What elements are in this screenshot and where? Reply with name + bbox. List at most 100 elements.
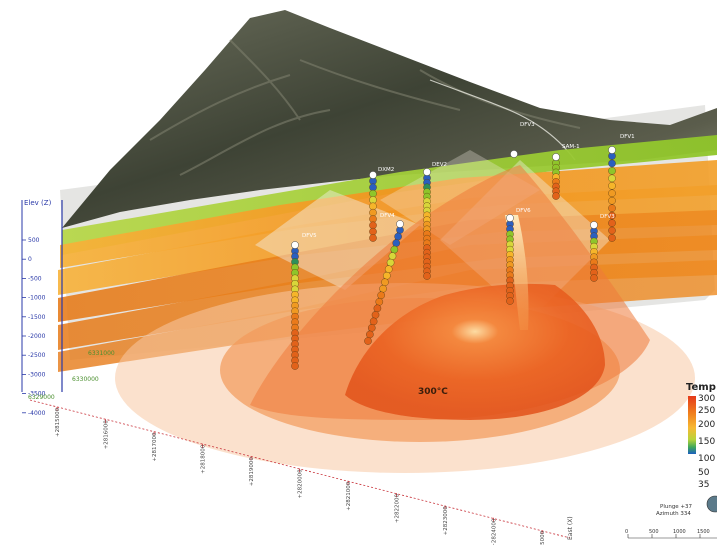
well-dfv3-9[interactable]: DFV3 <box>590 214 615 282</box>
easting-tick-label: +2821000 <box>346 481 352 511</box>
well-dev2-3[interactable]: DEV2 <box>423 162 447 280</box>
well-sample-marker <box>388 252 397 260</box>
well-sample-marker <box>608 182 616 190</box>
well-sample-marker <box>375 298 384 306</box>
northing-label-6330000: 6330000 <box>72 376 99 383</box>
scale-tick-label: 1000 <box>673 529 686 535</box>
well-dfv6-7[interactable]: DFV6 <box>506 208 531 305</box>
easting-tick-label: +2824000 <box>492 518 498 545</box>
wellhead-marker <box>369 171 377 179</box>
well-sample-marker <box>394 232 402 241</box>
elevation-tick-label: -500 <box>28 275 42 282</box>
well-sample-marker <box>392 239 401 247</box>
well-sample-marker <box>552 192 560 200</box>
legend-value: 150 <box>698 437 715 447</box>
well-sample-marker <box>377 291 385 300</box>
well-sample-marker <box>369 183 377 192</box>
easting-tick-label: +2822000 <box>395 493 401 523</box>
wellhead-marker <box>590 221 598 229</box>
easting-tick-label: +2815000 <box>55 407 61 437</box>
well-label: DXM2 <box>378 167 394 173</box>
legend-value: 35 <box>698 480 709 490</box>
well-sam-1-8[interactable]: SAM-1 <box>552 144 580 200</box>
well-sample-marker <box>608 211 616 220</box>
terrain-road <box>429 79 576 161</box>
well-sample-marker <box>390 245 399 254</box>
well-sample-marker <box>590 274 598 282</box>
well-label: DFV5 <box>302 233 317 239</box>
well-sample-marker <box>608 196 616 205</box>
elevation-tick-label: -2500 <box>28 352 46 359</box>
well-dfv4-5[interactable]: DFV4 <box>364 213 404 345</box>
wellhead-marker <box>291 241 299 249</box>
legend-value: 300 <box>698 394 715 404</box>
elevation-tick-label: -4000 <box>28 410 46 417</box>
well-label: DFV1 <box>620 134 635 140</box>
easting-tick-label: +2819000 <box>249 457 255 487</box>
azimuth-text: Azimuth 334 <box>656 511 691 517</box>
well-sample-marker <box>369 221 377 230</box>
compass-icon[interactable] <box>706 495 717 513</box>
easting-axis-title: East (X) <box>567 516 574 540</box>
scale-tick-label: 500 <box>649 529 659 535</box>
easting-axis: +2815000 +2816000 +2817000 +2818000 +2819000… <box>29 399 574 545</box>
northing-labels: 6331000 6330000 6329000 <box>28 350 115 401</box>
well-sample-marker <box>373 304 382 313</box>
well-sample-marker <box>608 174 616 183</box>
elevation-axis: Elev (Z) 500 0 -500 -1000 -1500 -2000 -2500 -30… <box>21 199 63 417</box>
well-sample-marker <box>369 227 377 236</box>
scale-tick-label: 1500 <box>697 529 710 535</box>
wellhead-marker <box>506 214 514 222</box>
well-sample-marker <box>371 311 380 319</box>
well-sample-marker <box>423 272 431 280</box>
well-sample-marker <box>369 202 377 211</box>
legend-color-bar <box>688 396 696 454</box>
easting-tick-label: +2817000 <box>152 432 158 462</box>
well-sample-marker <box>369 208 377 217</box>
legend-value: 50 <box>698 468 710 478</box>
well-dfv5-6[interactable]: DFV5 <box>291 233 317 370</box>
wellhead-marker <box>396 220 404 228</box>
northing-label-6331000: 6331000 <box>88 350 115 357</box>
well-dxm2-4[interactable]: DXM2 <box>369 167 394 242</box>
elevation-tick-label: -1000 <box>28 295 46 302</box>
legend-value: 100 <box>698 454 715 464</box>
wellhead-marker <box>510 150 518 158</box>
elevation-tick-label: 500 <box>28 237 40 244</box>
well-dfv1-1[interactable]: DFV1 <box>608 134 635 242</box>
terrain-ridges <box>149 39 581 176</box>
elevation-tick-label: 0 <box>28 256 32 263</box>
well-sample-marker <box>367 324 376 332</box>
well-sample-marker <box>369 215 377 223</box>
isotherm-label: 300°C <box>418 387 448 397</box>
well-sample-marker <box>608 167 616 175</box>
well-sample-marker <box>364 337 372 345</box>
easting-tick-label: +2820000 <box>298 469 304 499</box>
terrain-surface <box>62 10 717 228</box>
well-dfv3-2[interactable]: DFV3 <box>510 122 535 158</box>
easting-tick-label: +2825000 <box>540 530 546 545</box>
elevation-tick-label: -3500 <box>28 391 46 398</box>
heat-core <box>345 283 605 420</box>
well-sample-marker <box>369 317 378 326</box>
well-sample-marker <box>369 196 377 204</box>
well-sample-marker <box>379 284 387 293</box>
well-sample-marker <box>291 362 299 370</box>
well-sample-marker <box>366 330 374 339</box>
elevation-tick-label: -1500 <box>28 314 46 321</box>
well-sample-marker <box>608 159 616 168</box>
well-sample-marker <box>608 234 616 242</box>
well-label: DFV3 <box>520 122 535 128</box>
well-sample-marker <box>369 189 377 198</box>
wellhead-marker <box>552 153 560 161</box>
legend-title: Temp <box>686 382 716 393</box>
temperature-legend: Temp 300 250 200 150 100 50 35 <box>686 382 716 490</box>
wellhead-marker <box>608 146 616 154</box>
well-sample-marker <box>608 189 616 198</box>
well-label: SAM-1 <box>562 144 580 150</box>
well-label: DFV3 <box>600 214 615 220</box>
scale-tick-label: 0 <box>625 529 628 535</box>
well-sample-marker <box>369 234 377 242</box>
well-sample-marker <box>608 219 616 227</box>
